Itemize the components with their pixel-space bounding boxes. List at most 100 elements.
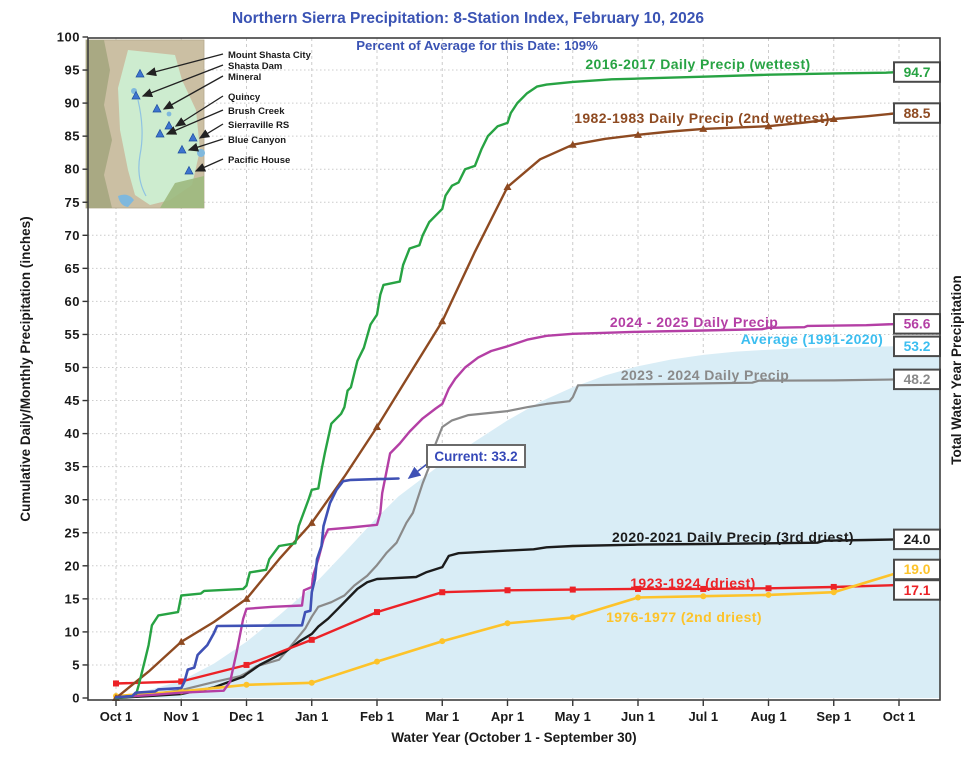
marker-square-y1923-1924 — [178, 678, 185, 685]
marker-square-y1923-1924 — [830, 583, 837, 590]
x-tick-label: Oct 1 — [883, 709, 916, 724]
station-marker — [131, 90, 141, 100]
y-tick-label: 45 — [65, 393, 80, 408]
x-tick-label: Jul 1 — [688, 709, 718, 724]
y-tick-label: 25 — [65, 525, 80, 540]
marker-square-y1923-1924 — [700, 585, 707, 592]
station-label: Brush Creek — [228, 106, 285, 117]
marker-square-y1923-1924 — [569, 586, 576, 593]
end-value-y2023-2024: 48.2 — [904, 372, 931, 387]
station-arrow — [145, 53, 224, 77]
marker-square-y1923-1924 — [113, 680, 119, 687]
series-line-y2016-2017 — [114, 70, 901, 700]
y-tick-label: 50 — [65, 360, 80, 375]
y-tick-label: 55 — [65, 327, 80, 342]
end-value-y1982-1983: 88.5 — [904, 106, 931, 121]
plot-border — [87, 37, 941, 701]
series-lines — [112, 70, 903, 701]
station-marker — [155, 128, 165, 138]
x-tick-label: Jan 1 — [295, 709, 328, 724]
marker-circle-y1976-1977 — [504, 620, 511, 627]
y-tick-label: 80 — [65, 162, 80, 177]
series-label-y1976-1977: 1976-1977 (2nd driest) — [606, 609, 762, 625]
marker-triangle-y1982-1983 — [503, 183, 512, 191]
x-tick-label: Dec 1 — [229, 709, 264, 724]
series-label-y1982-1983: 1982-1983 Daily Precip (2nd wettest) — [574, 110, 830, 126]
station-label: Mount Shasta City — [228, 50, 312, 61]
marker-triangle-y1982-1983 — [699, 124, 708, 132]
marker-square-y1923-1924 — [439, 589, 446, 596]
y-tick-label: 95 — [65, 63, 80, 78]
station-label: Blue Canyon — [228, 135, 286, 146]
marker-circle-y1976-1977 — [569, 614, 576, 621]
marker-circle-y1976-1977 — [765, 591, 772, 598]
marker-circle-y1976-1977 — [830, 589, 837, 596]
marker-square-y1923-1924 — [308, 636, 315, 643]
series-line-y2020-2021 — [114, 538, 901, 700]
y-tick-label: 0 — [72, 691, 80, 706]
marker-circle-y1976-1977 — [439, 638, 446, 645]
station-marker — [135, 68, 145, 78]
series-label-y2020-2021: 2020-2021 Daily Precip (3rd driest) — [612, 529, 854, 545]
marker-circle-y1976-1977 — [243, 681, 250, 688]
current-annotation-text: Current: 33.2 — [434, 449, 517, 464]
y-tick-label: 30 — [65, 492, 80, 507]
station-marker — [152, 103, 162, 113]
station-label: Sierraville RS — [228, 120, 289, 131]
y-tick-label: 100 — [57, 30, 80, 45]
end-value-y1923-1924: 17.1 — [904, 583, 931, 598]
station-arrow — [141, 64, 224, 97]
average-area-fill — [116, 346, 940, 698]
station-label: Pacific House — [228, 155, 290, 166]
y-tick-label: 10 — [65, 624, 80, 639]
station-marker — [188, 132, 198, 142]
marker-triangle-y1982-1983 — [634, 130, 642, 138]
marker-triangle-y1982-1983 — [307, 518, 316, 526]
series-line-y2024-2025 — [114, 322, 901, 699]
series-label-y2024-2025: 2024 - 2025 Daily Precip — [610, 314, 778, 330]
x-tick-label: Nov 1 — [164, 709, 199, 724]
station-marker — [184, 165, 194, 175]
y-tick-label: 65 — [65, 261, 80, 276]
x-tick-label: Feb 1 — [360, 709, 394, 724]
y-tick-label: 5 — [72, 657, 80, 672]
x-tick-label: Sep 1 — [816, 709, 851, 724]
map-sierra-foothills — [160, 176, 204, 208]
map-lake-almanor — [166, 111, 172, 117]
y-tick-label: 35 — [65, 459, 80, 474]
series-label-y2016-2017: 2016-2017 Daily Precip (wettest) — [585, 56, 810, 72]
station-arrow — [198, 123, 224, 139]
y-tick-label: 60 — [65, 294, 80, 309]
station-label: Quincy — [228, 92, 261, 103]
station-arrow — [174, 95, 224, 127]
end-value-y1976-1977: 19.0 — [904, 562, 931, 577]
station-marker — [177, 144, 187, 154]
current-annotation: Current: 33.2 — [407, 444, 526, 479]
y-tick-label: 70 — [65, 228, 80, 243]
marker-square-y1923-1924 — [243, 661, 250, 668]
station-label: Mineral — [228, 72, 261, 83]
series-label-y2023-2024: 2023 - 2024 Daily Precip — [621, 367, 789, 383]
y-axis-title-right: Total Water Year Precipitation — [949, 275, 964, 465]
page-title: Northern Sierra Precipitation: 8-Station… — [232, 10, 704, 27]
series-labels: Average (1991-2020) 2023 - 2024 Daily Pre… — [574, 56, 883, 625]
marker-circle-y1976-1977 — [374, 658, 380, 665]
marker-square-y1923-1924 — [635, 585, 641, 592]
y-tick-label: 20 — [65, 558, 80, 573]
x-tick-label: Apr 1 — [491, 709, 524, 724]
end-value-y2016-2017: 94.7 — [904, 65, 931, 80]
series-line-y2023-2024 — [114, 378, 901, 700]
series-label-y1923-1924: 1923-1924 (driest) — [630, 575, 756, 591]
station-label: Shasta Dam — [228, 61, 282, 72]
marker-square-y1923-1924 — [504, 587, 511, 594]
map-lake-tahoe — [197, 149, 205, 157]
y-tick-label: 15 — [65, 591, 80, 606]
y-tick-label: 90 — [65, 96, 80, 111]
station-arrow — [162, 75, 224, 110]
map-sf-bay — [118, 194, 134, 207]
x-tick-label: May 1 — [555, 709, 591, 724]
marker-triangle-y1982-1983 — [829, 114, 838, 122]
end-value-boxes: 53.2 48.2 24.0 17.1 19.0 88.5 94.7 56.6 — [893, 61, 941, 601]
